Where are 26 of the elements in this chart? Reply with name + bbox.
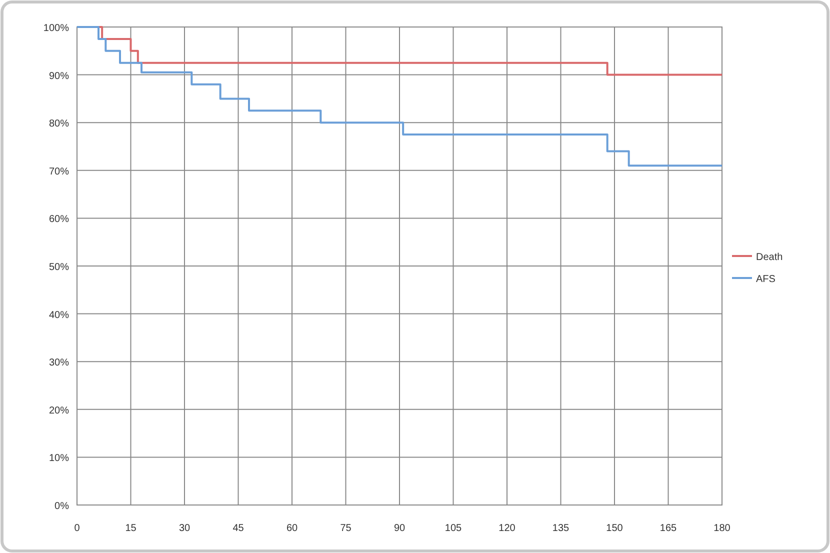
x-tick-label: 45 xyxy=(232,523,244,534)
x-tick-label: 120 xyxy=(498,523,516,534)
x-tick-label: 15 xyxy=(125,523,137,534)
y-tick-label: 20% xyxy=(48,405,70,416)
y-tick-label: 40% xyxy=(48,310,70,321)
y-tick-label: 30% xyxy=(48,358,70,369)
y-tick-label: 80% xyxy=(48,118,70,130)
y-tick-label: 10% xyxy=(48,453,70,464)
y-tick-label: 100% xyxy=(43,23,70,34)
y-tick-label: 0% xyxy=(54,501,70,512)
y-tick-label: 50% xyxy=(48,262,70,273)
legend-label: Death xyxy=(756,252,783,263)
x-tick-label: 90 xyxy=(394,523,406,534)
x-tick-label: 0 xyxy=(74,523,80,534)
x-tick-label: 105 xyxy=(444,523,462,534)
y-tick-label: 90% xyxy=(48,70,70,82)
x-tick-label: 180 xyxy=(714,523,731,534)
y-tick-label: 70% xyxy=(48,166,70,178)
x-tick-label: 60 xyxy=(286,523,298,534)
legend-label: AFS xyxy=(756,274,776,285)
x-tick-label: 30 xyxy=(178,523,190,534)
x-tick-label: 150 xyxy=(606,523,624,534)
y-tick-label: 60% xyxy=(48,214,70,226)
x-tick-label: 75 xyxy=(340,523,352,534)
x-tick-label: 135 xyxy=(552,523,570,534)
x-tick-label: 165 xyxy=(660,523,678,534)
